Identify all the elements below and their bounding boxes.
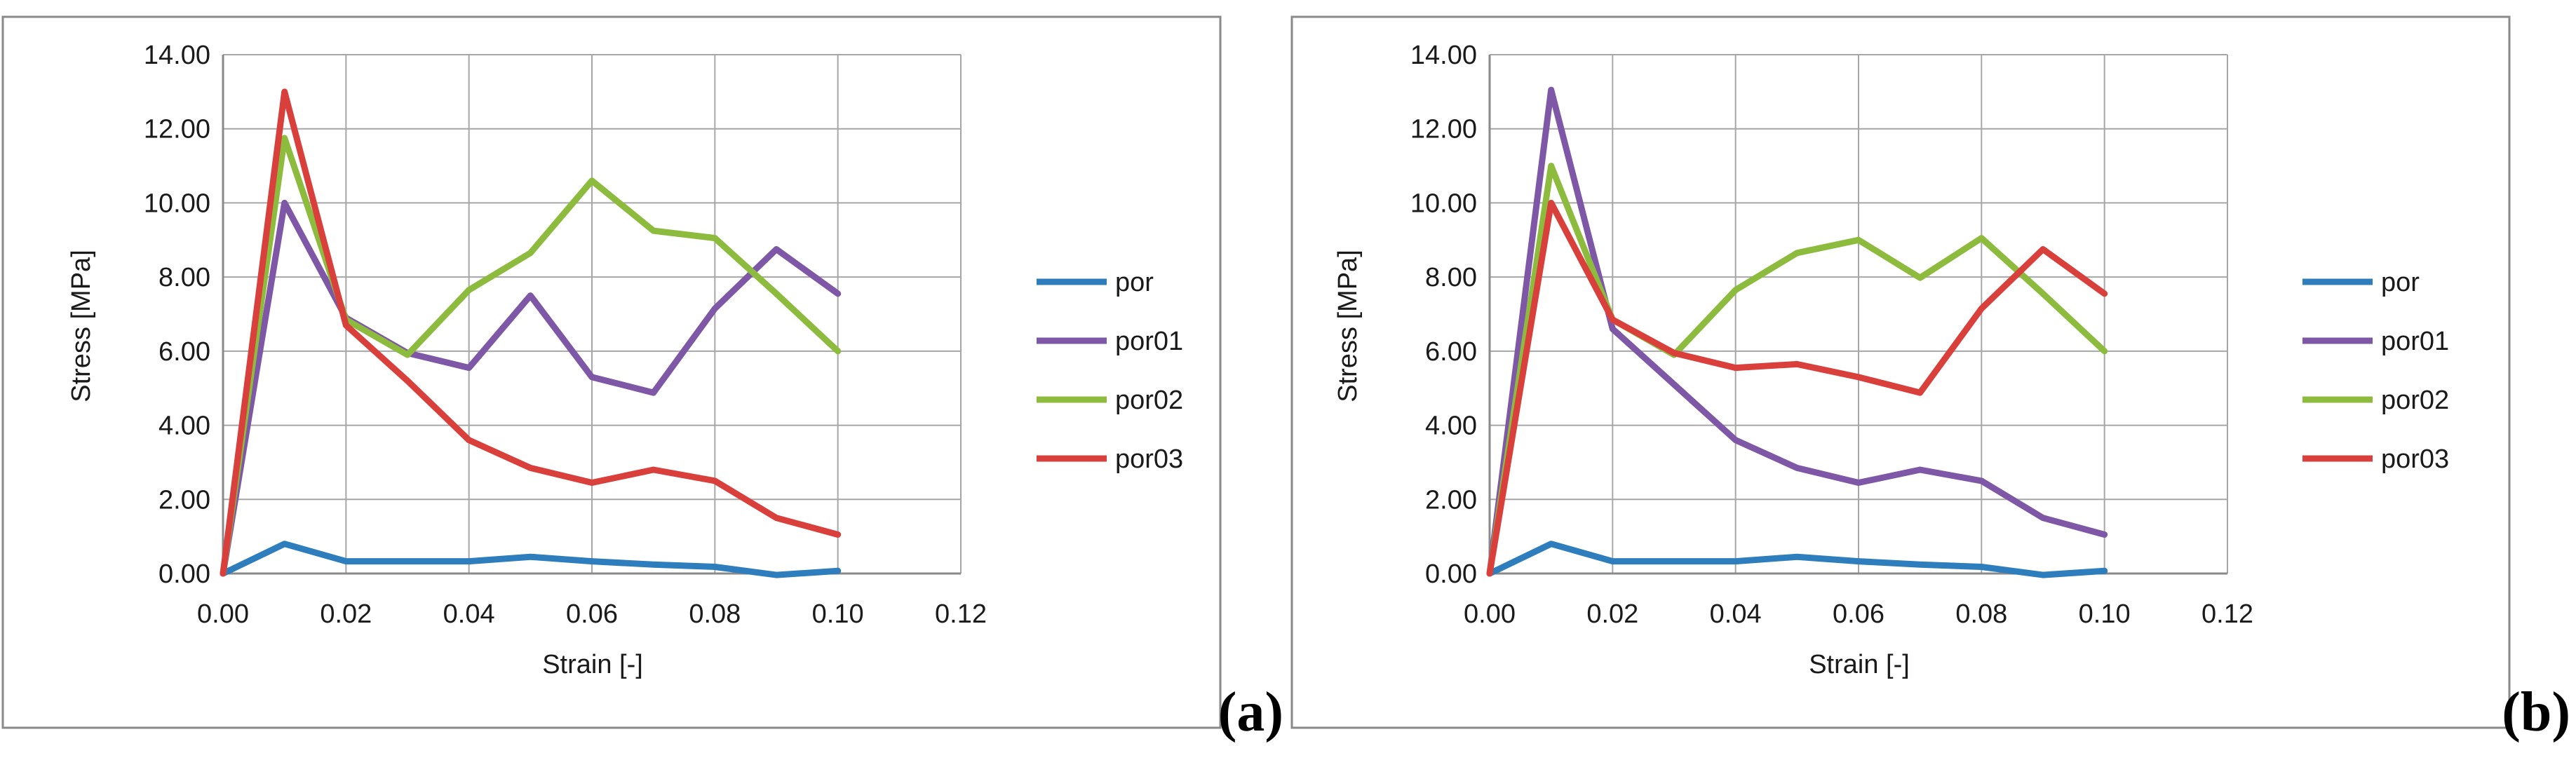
- x-axis-title: Strain [-]: [542, 650, 643, 679]
- y-tick-label: 0.00: [159, 559, 210, 589]
- series-lines: [1486, 86, 2108, 578]
- y-axis-title: Stress [MPa]: [67, 250, 96, 402]
- x-tick-label: 0.06: [1833, 599, 1884, 629]
- y-axis-title: Stress [MPa]: [1333, 250, 1363, 402]
- panel-label: (a): [1218, 681, 1283, 743]
- y-tick-label: 8.00: [1425, 263, 1477, 292]
- y-tick-label: 4.00: [159, 412, 210, 441]
- y-tick-label: 14.00: [1410, 41, 1477, 70]
- series-line-por: [220, 541, 842, 578]
- x-tick-label: 0.00: [1464, 599, 1516, 629]
- legend-label: por03: [2381, 445, 2449, 474]
- y-tick-label: 14.00: [144, 41, 210, 70]
- legend-label: por02: [1115, 386, 1183, 415]
- series-line-por: [1486, 541, 2108, 578]
- legend: por por01 por02 por03: [1037, 268, 1183, 474]
- series-line-por03: [1486, 199, 2108, 577]
- y-tick-label: 10.00: [1410, 189, 1477, 218]
- legend-label: por01: [2381, 327, 2449, 356]
- series-line-por02: [1486, 163, 2108, 577]
- x-tick-label: 0.12: [935, 599, 987, 629]
- x-tick-label: 0.04: [1710, 599, 1762, 629]
- y-tick-labels: 0.00 2.00 4.00 6.00 8.00 10.00 12.00 14.00: [1410, 41, 1477, 589]
- x-tick-label: 0.06: [566, 599, 618, 629]
- x-tick-label: 0.08: [1955, 599, 2007, 629]
- y-tick-label: 10.00: [144, 189, 210, 218]
- x-tick-label: 0.04: [443, 599, 495, 629]
- x-tick-label: 0.02: [1586, 599, 1638, 629]
- y-tick-labels: 0.00 2.00 4.00 6.00 8.00 10.00 12.00 14.00: [144, 41, 210, 589]
- chart-frame: [1290, 15, 2511, 729]
- x-axis-title: Strain [-]: [1809, 650, 1910, 679]
- legend-label: por: [1115, 268, 1154, 297]
- x-tick-label: 0.10: [812, 599, 864, 629]
- series-line-por01: [1486, 86, 2108, 577]
- y-tick-label: 2.00: [159, 485, 210, 515]
- x-tick-label: 0.02: [320, 599, 372, 629]
- chart-frame: [1, 15, 1222, 729]
- series-line-por01: [220, 199, 842, 577]
- y-tick-label: 12.00: [1410, 115, 1477, 144]
- gridlines: [1489, 54, 2228, 574]
- legend-label: por01: [1115, 327, 1183, 356]
- y-tick-label: 6.00: [159, 337, 210, 367]
- legend-label: por03: [1115, 445, 1183, 474]
- x-tick-label: 0.12: [2201, 599, 2253, 629]
- y-tick-label: 12.00: [144, 115, 210, 144]
- legend: por por01 por02 por03: [2302, 268, 2449, 474]
- legend-label: por: [2381, 268, 2420, 297]
- x-tick-label: 0.00: [197, 599, 249, 629]
- y-tick-label: 8.00: [159, 263, 210, 292]
- x-tick-label: 0.10: [2079, 599, 2131, 629]
- chart-panel-a: 0.00 2.00 4.00 6.00 8.00 10.00 12.00 14.00 0.00…: [1, 15, 1283, 743]
- y-tick-label: 6.00: [1425, 337, 1477, 367]
- chart-panel-b: 0.00 2.00 4.00 6.00 8.00 10.00 12.00 14.00 0.00…: [1290, 15, 2570, 743]
- x-tick-labels: 0.00 0.02 0.04 0.06 0.08 0.10 0.12: [1464, 599, 2253, 629]
- series-line-por03: [220, 88, 842, 577]
- x-tick-label: 0.08: [689, 599, 741, 629]
- series-lines: [220, 88, 842, 578]
- y-tick-label: 4.00: [1425, 412, 1477, 441]
- panel-label: (b): [2502, 681, 2570, 743]
- x-tick-labels: 0.00 0.02 0.04 0.06 0.08 0.10 0.12: [197, 599, 987, 629]
- y-tick-label: 2.00: [1425, 485, 1477, 515]
- legend-label: por02: [2381, 386, 2449, 415]
- y-tick-label: 0.00: [1425, 559, 1477, 589]
